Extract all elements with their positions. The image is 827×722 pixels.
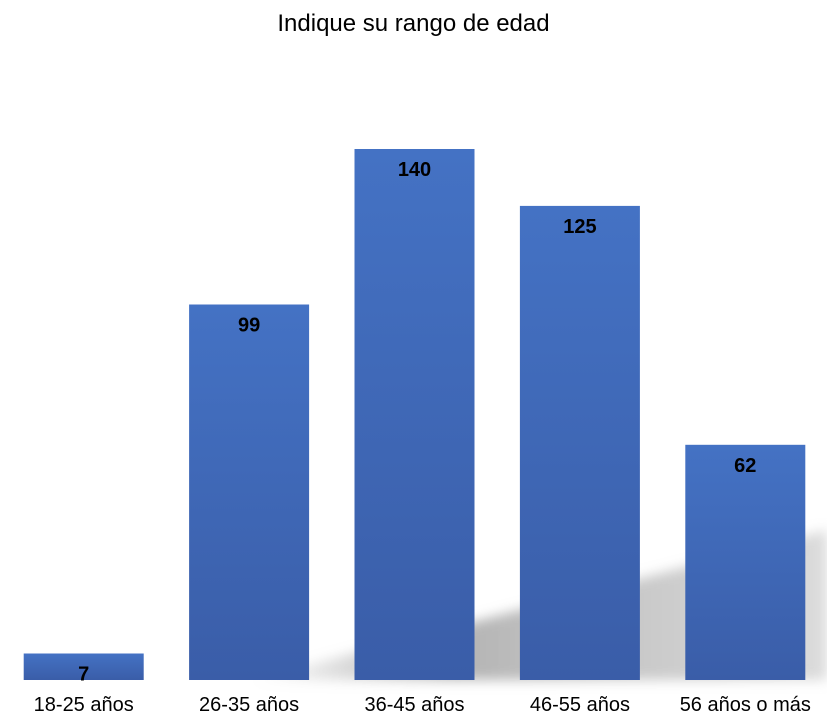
x-tick-label-1: 18-25 años — [34, 694, 134, 716]
bar-5 — [685, 444, 806, 680]
bar-3 — [354, 149, 475, 680]
data-label-1: 7 — [78, 664, 89, 686]
x-tick-label-2: 26-35 años — [199, 694, 299, 716]
bar-1 — [23, 653, 144, 680]
x-tick-label-5: 56 años o más — [680, 694, 811, 716]
bars-group — [23, 149, 806, 680]
data-label-4: 125 — [563, 216, 596, 238]
x-tick-label-4: 46-55 años — [530, 694, 630, 716]
data-label-3: 140 — [398, 159, 431, 181]
chart-title: Indique su rango de edad — [277, 10, 550, 37]
x-tick-label-3: 36-45 años — [364, 694, 464, 716]
bar-4 — [519, 205, 640, 680]
x-axis-tick-labels: 18-25 años 26-35 años 36-45 años 46-55 años… — [34, 694, 811, 716]
bar-2 — [189, 304, 310, 680]
data-label-2: 99 — [238, 315, 260, 337]
data-label-5: 62 — [734, 455, 756, 477]
data-labels-group: 7 99 140 125 62 — [78, 159, 756, 686]
